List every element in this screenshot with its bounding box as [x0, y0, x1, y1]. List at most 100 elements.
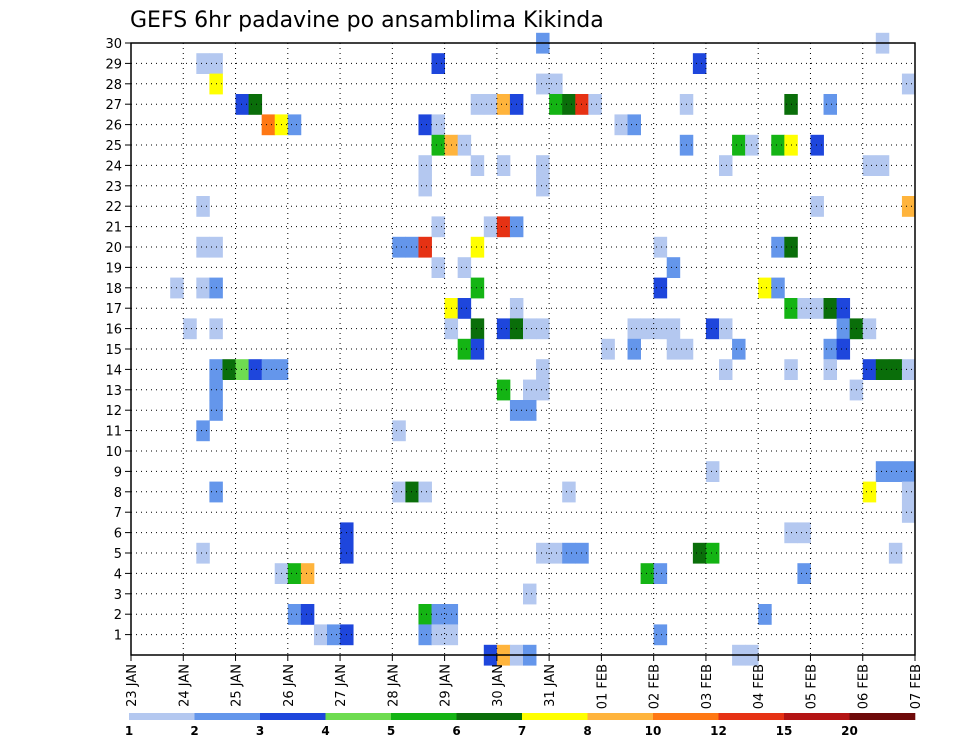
heatmap-cell [901, 359, 916, 380]
legend-swatch [587, 713, 654, 720]
legend-label: 8 [583, 724, 591, 738]
heatmap-cell [562, 542, 576, 564]
legend-swatch [260, 713, 326, 720]
legend-swatch [653, 713, 719, 720]
y-tick-label: 17 [105, 302, 122, 317]
heatmap-cell [705, 318, 720, 340]
heatmap-cell [418, 624, 432, 646]
heatmap-cell [405, 481, 419, 503]
heatmap-cell [392, 481, 406, 503]
heatmap-cell [562, 481, 576, 503]
heatmap-cell [235, 359, 249, 380]
legend-swatch [718, 713, 785, 720]
y-tick-label: 5 [114, 547, 122, 562]
heatmap-cell [222, 359, 236, 380]
y-tick-label: 28 [105, 78, 122, 93]
heatmap-cell [575, 94, 589, 115]
y-tick-label: 29 [105, 57, 122, 72]
heatmap-cell [653, 236, 668, 258]
heatmap-cell [248, 359, 263, 380]
heatmap-cell [758, 604, 772, 625]
heatmap-cell [901, 502, 916, 523]
heatmap-cell [470, 277, 485, 299]
heatmap-cell [261, 359, 276, 380]
heatmap-cell [235, 94, 249, 115]
heatmap-cell [431, 216, 445, 238]
y-tick-label: 19 [105, 261, 122, 276]
heatmap-cell [196, 236, 210, 258]
heatmap-cell [823, 359, 837, 380]
x-tick-label: 31 JAN [543, 664, 558, 707]
heatmap-cell [836, 298, 851, 319]
heatmap-cell [705, 542, 720, 564]
heatmap-cell [300, 563, 315, 584]
heatmap-cell [771, 236, 785, 258]
heatmap-cell [523, 318, 537, 340]
heatmap-cell [523, 379, 537, 401]
heatmap-cell [457, 338, 472, 360]
legend-label: 1 [125, 724, 133, 738]
heatmap-cell [418, 236, 432, 258]
heatmap-cell [836, 318, 851, 340]
x-axis-ticks: 23 JAN 24 JAN 25 JAN 26 JAN 27 JAN 28 JAN 29 J… [125, 655, 924, 709]
heatmap-cell [549, 94, 563, 115]
heatmap-cell [536, 379, 550, 401]
heatmap-cell [418, 155, 432, 176]
heatmap-cell [483, 216, 498, 238]
heatmap-cell [418, 481, 432, 503]
heatmap-cell [261, 114, 276, 136]
heatmap-cell [287, 114, 302, 136]
y-tick-label: 9 [114, 465, 122, 480]
heatmap-cell [653, 318, 668, 340]
y-tick-label: 27 [105, 98, 122, 113]
heatmap-cell [901, 196, 916, 217]
heatmap-cell [287, 563, 302, 584]
heatmap-cell [719, 155, 733, 176]
legend-label: 4 [321, 724, 329, 738]
heatmap-cell [862, 359, 877, 380]
x-tick-label: 30 JAN [491, 664, 506, 707]
y-tick-label: 1 [114, 629, 122, 644]
heatmap-cell [457, 298, 472, 319]
y-tick-label: 16 [105, 323, 122, 338]
legend-label: 12 [710, 724, 727, 738]
heatmap-cell [823, 298, 837, 319]
x-tick-label: 05 FEB [804, 664, 819, 709]
heatmap-cell [457, 257, 472, 278]
y-tick-label: 3 [114, 588, 122, 603]
y-tick-label: 20 [105, 241, 122, 256]
heatmap-cell [300, 604, 315, 625]
heatmap-cell [771, 277, 785, 299]
y-tick-label: 30 [105, 37, 122, 52]
heatmap-cell [771, 134, 785, 156]
heatmap-cell [470, 94, 485, 115]
heatmap-cell [888, 542, 903, 564]
y-tick-label: 11 [105, 425, 122, 440]
heatmap-cell [823, 338, 837, 360]
heatmap-cell [549, 542, 563, 564]
heatmap-cell [196, 53, 210, 74]
heatmap-cell [862, 155, 877, 176]
y-axis-ticks: 1234567891011121314151617181920212223242… [105, 37, 131, 644]
heatmap-cell [797, 563, 811, 584]
heatmap-cell [431, 624, 445, 646]
legend-label: 15 [776, 724, 793, 738]
heatmap-cell [470, 155, 485, 176]
heatmap-cell [183, 318, 197, 340]
y-tick-label: 14 [105, 363, 122, 378]
y-tick-label: 23 [105, 180, 122, 195]
x-tick-label: 23 JAN [125, 664, 140, 707]
heatmap-cell [653, 563, 668, 584]
legend-swatch [391, 713, 457, 720]
heatmap-cell [248, 94, 263, 115]
heatmap-cell [810, 134, 824, 156]
chart-title: GEFS 6hr padavine po ansamblima Kikinda [130, 8, 604, 33]
legend-label: 6 [452, 724, 460, 738]
legend-swatch [129, 713, 195, 720]
y-tick-label: 21 [105, 221, 122, 236]
heatmap-cell [797, 298, 811, 319]
heatmap-cell [732, 134, 746, 156]
heatmap-cell [666, 257, 681, 278]
heatmap-cell [823, 94, 837, 115]
